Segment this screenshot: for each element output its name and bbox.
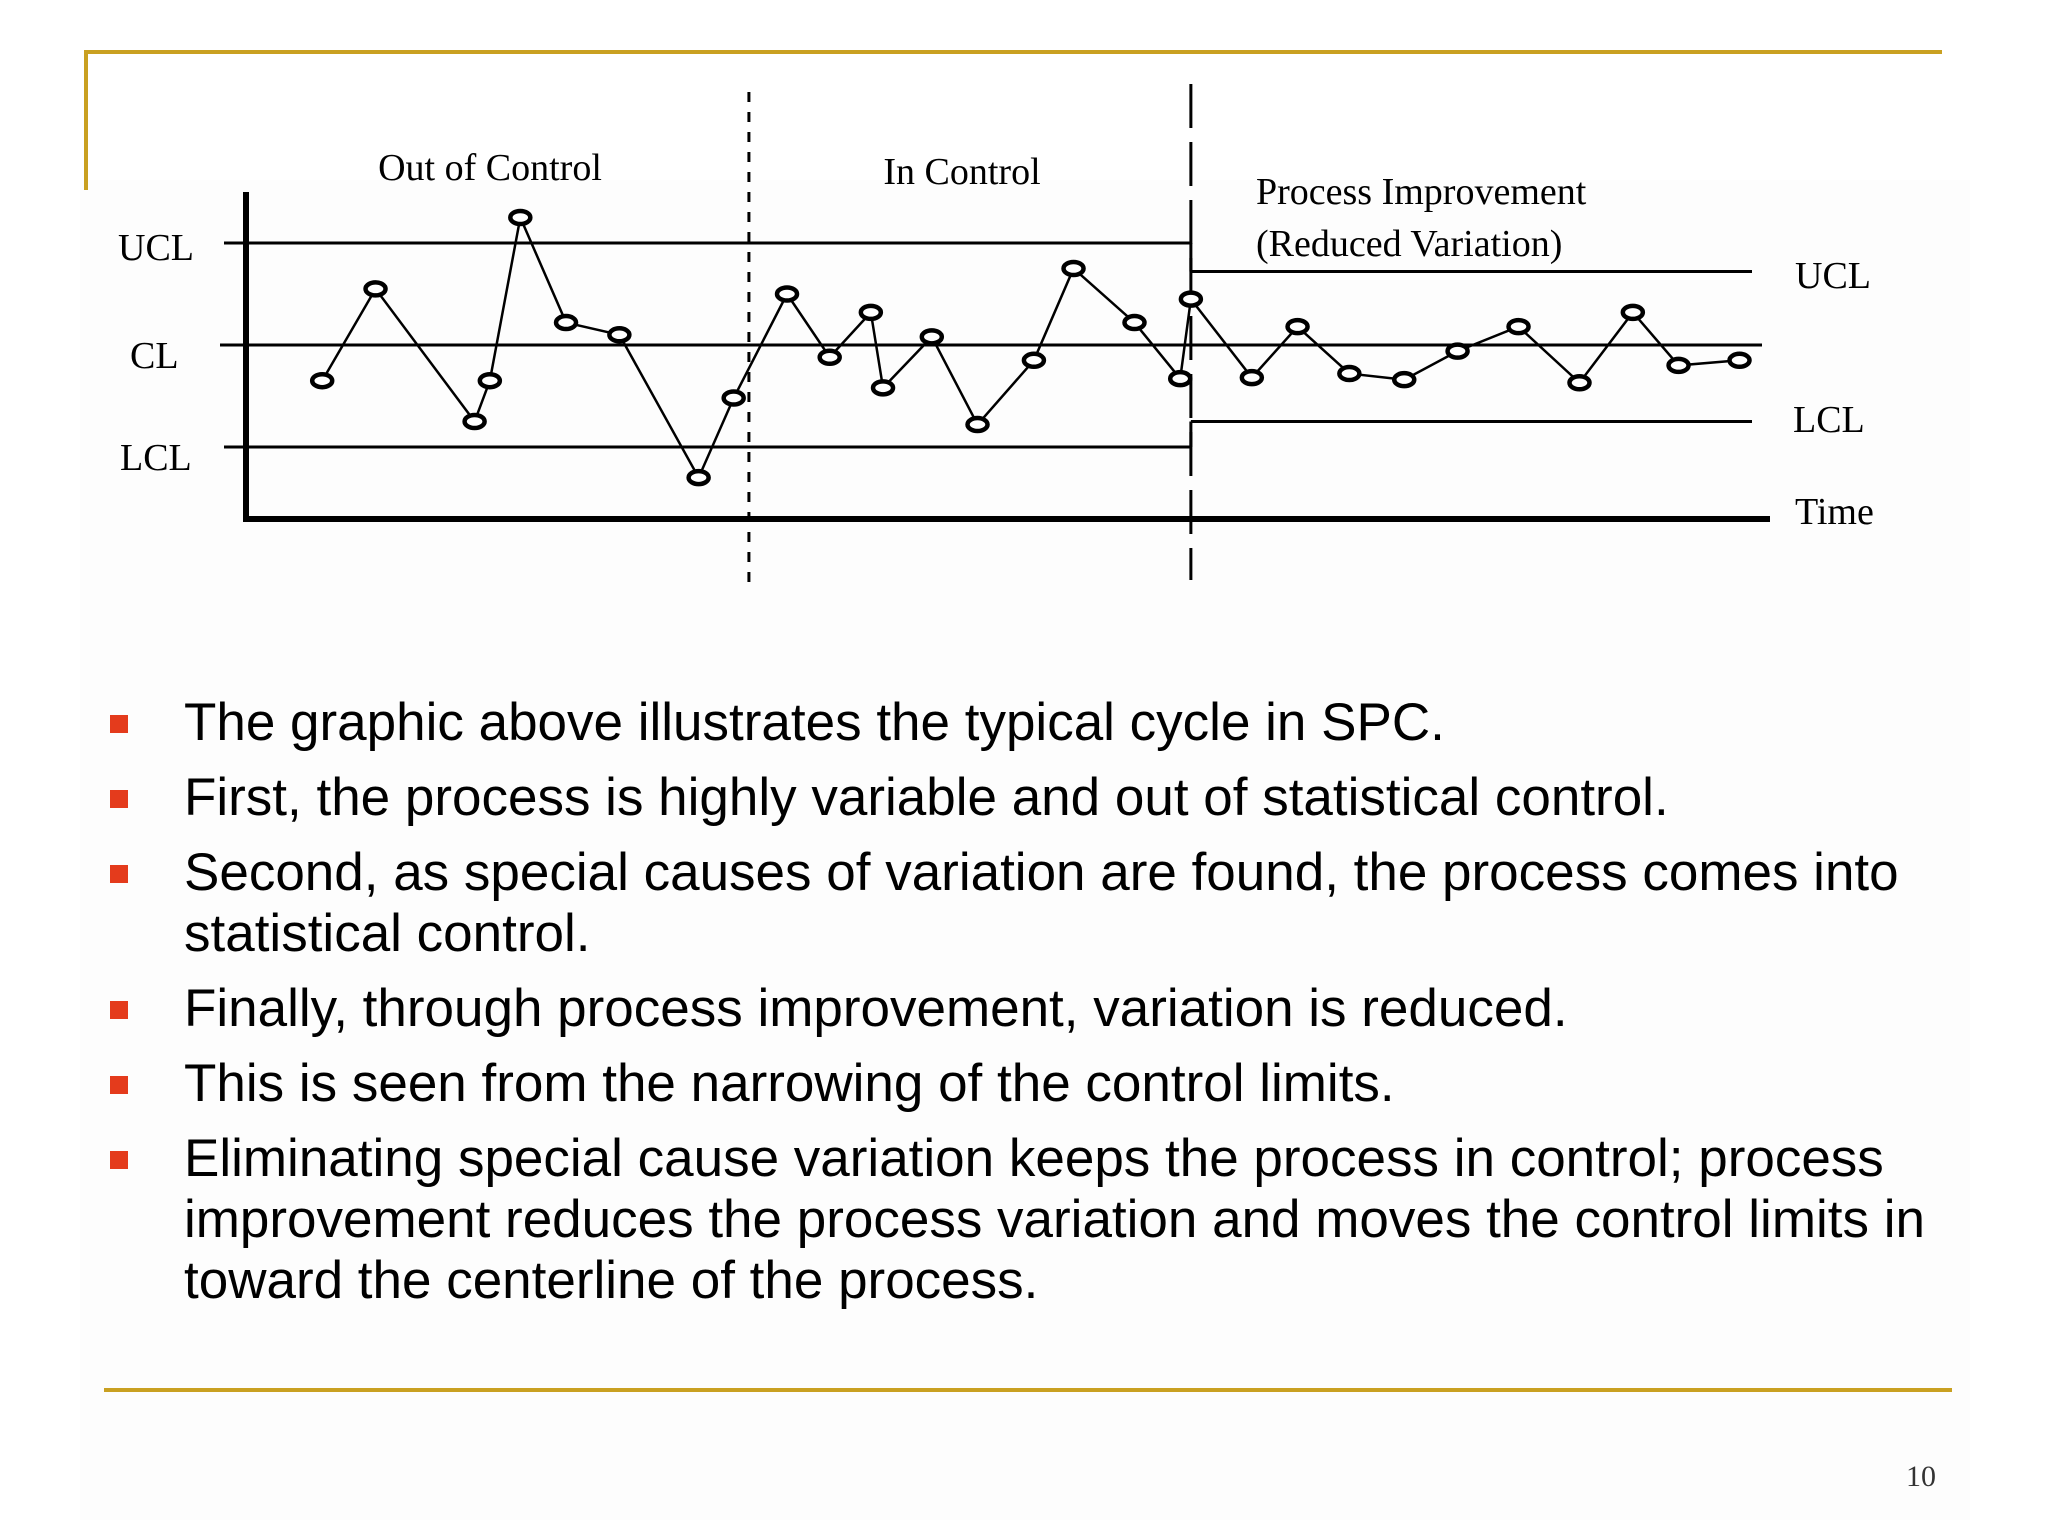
data-point-25: [1445, 342, 1470, 360]
data-point-19: [1167, 369, 1193, 388]
data-point-9: [721, 389, 746, 407]
bullet-text-5: This is seen from the narrowing of the c…: [184, 1054, 1395, 1113]
ucl-label-right: UCL: [1795, 255, 1871, 297]
frame-top-rule: [84, 50, 1942, 54]
bullet-text-6: Eliminating special cause variation keep…: [184, 1129, 1925, 1310]
page-number: 10: [1906, 1460, 1936, 1493]
data-point-5: [508, 208, 533, 227]
data-point-16: [1021, 351, 1047, 370]
phase-label-in-control: In Control: [883, 151, 1040, 193]
data-point-13: [870, 379, 896, 397]
cl-label-left: CL: [130, 335, 179, 377]
bullet-square-icon: [110, 715, 128, 733]
bullet-square-icon: [110, 790, 128, 808]
slide-background: [80, 180, 1970, 1520]
bullet-item-6: Eliminating special cause variation keep…: [108, 1128, 1948, 1311]
bullet-square-icon: [110, 865, 128, 883]
data-point-14: [919, 328, 945, 346]
data-point-21: [1239, 368, 1265, 387]
bullet-text-2: First, the process is highly variable an…: [184, 768, 1669, 827]
data-point-10: [774, 285, 800, 303]
bullet-item-5: This is seen from the narrowing of the c…: [108, 1053, 1948, 1114]
data-point-6: [553, 313, 579, 332]
bullet-item-1: The graphic above illustrates the typica…: [108, 692, 1948, 753]
bullet-text-1: The graphic above illustrates the typica…: [184, 693, 1445, 752]
ucl-label-left: UCL: [118, 227, 194, 269]
data-point-7: [607, 326, 632, 344]
data-point-8: [686, 468, 711, 487]
data-point-17: [1061, 259, 1086, 278]
data-point-20: [1178, 290, 1204, 308]
phase-label-out-of-control: Out of Control: [378, 147, 602, 189]
bullet-text-3: Second, as special causes of variation a…: [184, 843, 1899, 963]
x-axis-label-time: Time: [1795, 491, 1874, 533]
data-point-24: [1391, 370, 1417, 389]
data-point-22: [1285, 317, 1310, 336]
data-point-18: [1122, 313, 1147, 332]
bullet-square-icon: [110, 1076, 128, 1094]
bullet-item-3: Second, as special causes of variation a…: [108, 842, 1948, 964]
data-point-4: [477, 371, 503, 390]
data-point-11: [817, 348, 842, 366]
data-point-2: [363, 280, 388, 298]
data-point-3: [462, 412, 487, 431]
data-point-15: [965, 415, 990, 434]
bullet-item-2: First, the process is highly variable an…: [108, 767, 1948, 828]
data-point-29: [1666, 356, 1691, 375]
bullet-square-icon: [110, 1001, 128, 1019]
frame-left-rule: [84, 50, 88, 190]
lcl-label-left: LCL: [120, 437, 192, 479]
bullet-item-4: Finally, through process improvement, va…: [108, 978, 1948, 1039]
data-point-26: [1506, 317, 1531, 336]
frame-bottom-rule: [104, 1388, 1952, 1392]
lcl-label-right: LCL: [1793, 399, 1865, 441]
phase-label-reduced-variation: (Reduced Variation): [1256, 223, 1562, 265]
data-point-1: [309, 371, 335, 390]
data-point-27: [1567, 373, 1592, 392]
data-point-28: [1620, 303, 1646, 322]
spc-control-chart: Out of Control In Control Process Improv…: [118, 84, 1874, 588]
data-point-30: [1727, 351, 1752, 370]
phase-label-process-improvement: Process Improvement: [1256, 171, 1587, 213]
series-group: [309, 208, 1752, 487]
bullet-text-4: Finally, through process improvement, va…: [184, 979, 1568, 1038]
bullet-list: The graphic above illustrates the typica…: [108, 692, 1948, 1325]
data-point-23: [1337, 364, 1362, 383]
data-point-12: [858, 303, 884, 322]
bullet-square-icon: [110, 1151, 128, 1169]
